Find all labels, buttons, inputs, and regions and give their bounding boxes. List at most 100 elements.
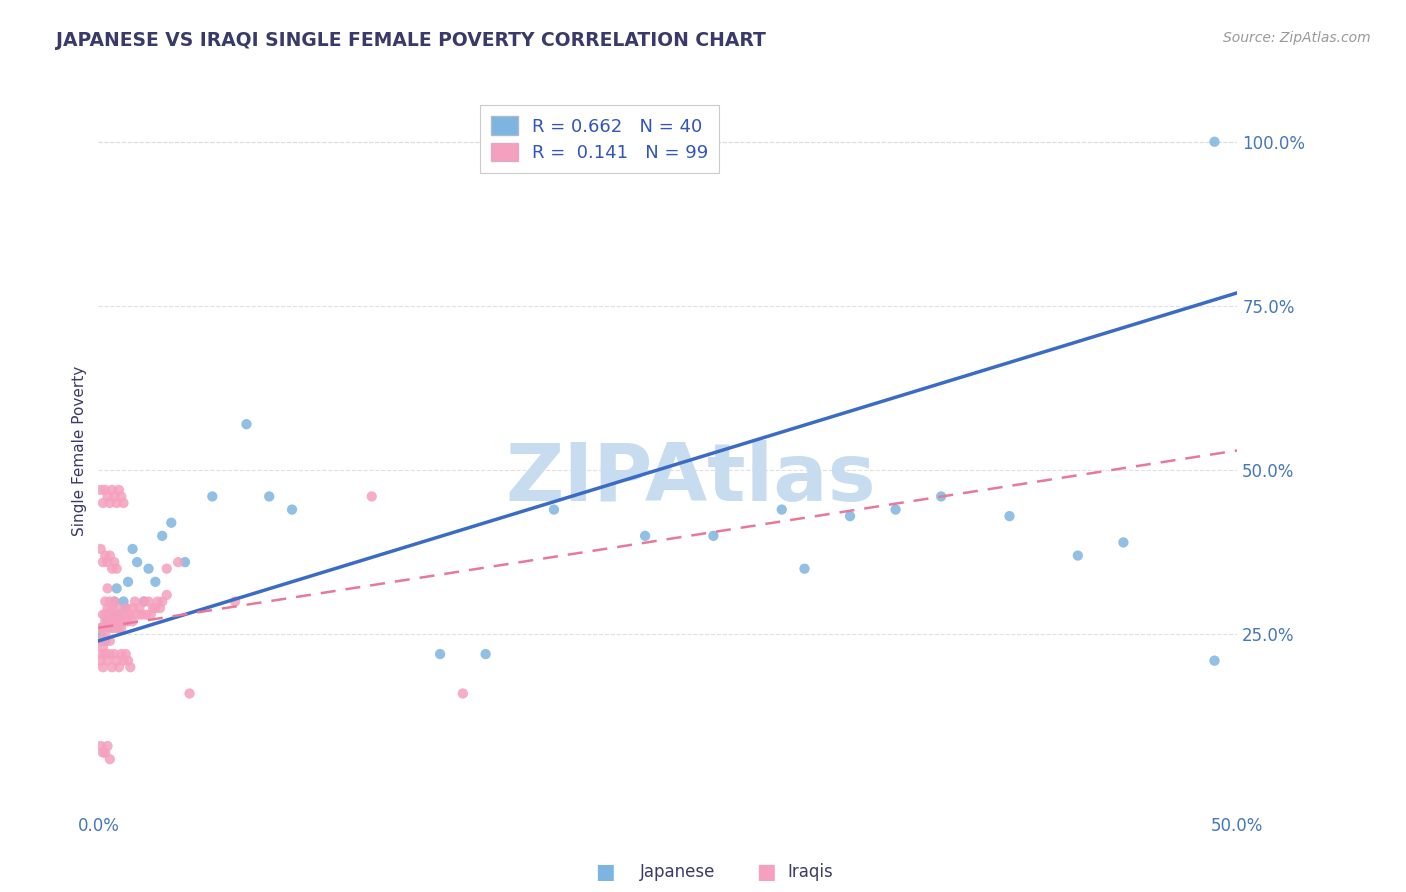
Point	[146, 594, 169, 608]
Point	[105, 582, 128, 596]
Point	[108, 660, 131, 674]
Point	[793, 562, 815, 576]
Legend: R = 0.662   N = 40, R =  0.141   N = 99: R = 0.662 N = 40, R = 0.141 N = 99	[479, 105, 720, 173]
Point	[98, 634, 121, 648]
Point	[98, 607, 121, 622]
Point	[94, 634, 117, 648]
Point	[94, 614, 117, 628]
Point	[94, 607, 117, 622]
Point	[98, 496, 121, 510]
Point	[160, 516, 183, 530]
Point	[98, 594, 121, 608]
Point	[90, 627, 112, 641]
Point	[105, 496, 128, 510]
Point	[101, 607, 124, 622]
Point	[1067, 549, 1090, 563]
Text: ZIPAtlas: ZIPAtlas	[505, 441, 876, 518]
Point	[94, 647, 117, 661]
Point	[149, 601, 172, 615]
Point	[103, 614, 125, 628]
Point	[90, 634, 112, 648]
Point	[127, 607, 149, 622]
Point	[94, 746, 117, 760]
Point	[105, 654, 128, 668]
Point	[91, 746, 114, 760]
Point	[90, 654, 112, 668]
Text: JAPANESE VS IRAQI SINGLE FEMALE POVERTY CORRELATION CHART: JAPANESE VS IRAQI SINGLE FEMALE POVERTY …	[56, 31, 766, 50]
Point	[702, 529, 724, 543]
Point	[96, 490, 118, 504]
Y-axis label: Single Female Poverty: Single Female Poverty	[72, 366, 87, 535]
Point	[110, 614, 132, 628]
Text: Source: ZipAtlas.com: Source: ZipAtlas.com	[1223, 31, 1371, 45]
Point	[96, 614, 118, 628]
Point	[145, 601, 167, 615]
Point	[101, 614, 124, 628]
Point	[770, 502, 793, 516]
Point	[103, 621, 125, 635]
Point	[128, 601, 150, 615]
Point	[110, 647, 132, 661]
Point	[112, 607, 135, 622]
Point	[105, 614, 128, 628]
Point	[127, 555, 149, 569]
Point	[259, 490, 281, 504]
Point	[96, 582, 118, 596]
Point	[91, 660, 114, 674]
Point	[90, 739, 112, 753]
Point	[179, 686, 201, 700]
Point	[96, 555, 118, 569]
Point	[156, 562, 179, 576]
Point	[114, 601, 136, 615]
Point	[139, 607, 162, 622]
Point	[105, 562, 128, 576]
Point	[90, 483, 112, 497]
Point	[108, 607, 131, 622]
Point	[174, 555, 197, 569]
Point	[114, 601, 136, 615]
Point	[105, 601, 128, 615]
Point	[124, 594, 146, 608]
Point	[103, 594, 125, 608]
Point	[121, 614, 143, 628]
Point	[90, 621, 112, 635]
Point	[94, 549, 117, 563]
Point	[91, 496, 114, 510]
Point	[929, 490, 952, 504]
Point	[138, 562, 160, 576]
Point	[1204, 135, 1226, 149]
Point	[103, 490, 125, 504]
Point	[101, 483, 124, 497]
Point	[101, 562, 124, 576]
Point	[451, 686, 474, 700]
Point	[112, 654, 135, 668]
Point	[360, 490, 382, 504]
Point	[98, 752, 121, 766]
Point	[96, 739, 118, 753]
Point	[839, 509, 862, 524]
Point	[90, 541, 112, 556]
Point	[117, 614, 139, 628]
Point	[94, 483, 117, 497]
Point	[131, 607, 153, 622]
Point	[112, 496, 135, 510]
Point	[103, 555, 125, 569]
Point	[96, 621, 118, 635]
Point	[101, 621, 124, 635]
Point	[474, 647, 496, 661]
Point	[103, 594, 125, 608]
Point	[117, 607, 139, 622]
Text: Japanese: Japanese	[640, 863, 716, 881]
Point	[90, 647, 112, 661]
Point	[101, 660, 124, 674]
Point	[142, 601, 165, 615]
Point	[94, 627, 117, 641]
Point	[108, 607, 131, 622]
Point	[96, 654, 118, 668]
Point	[235, 417, 257, 432]
Point	[98, 607, 121, 622]
Point	[112, 614, 135, 628]
Point	[98, 647, 121, 661]
Point	[120, 660, 142, 674]
Point	[121, 601, 143, 615]
